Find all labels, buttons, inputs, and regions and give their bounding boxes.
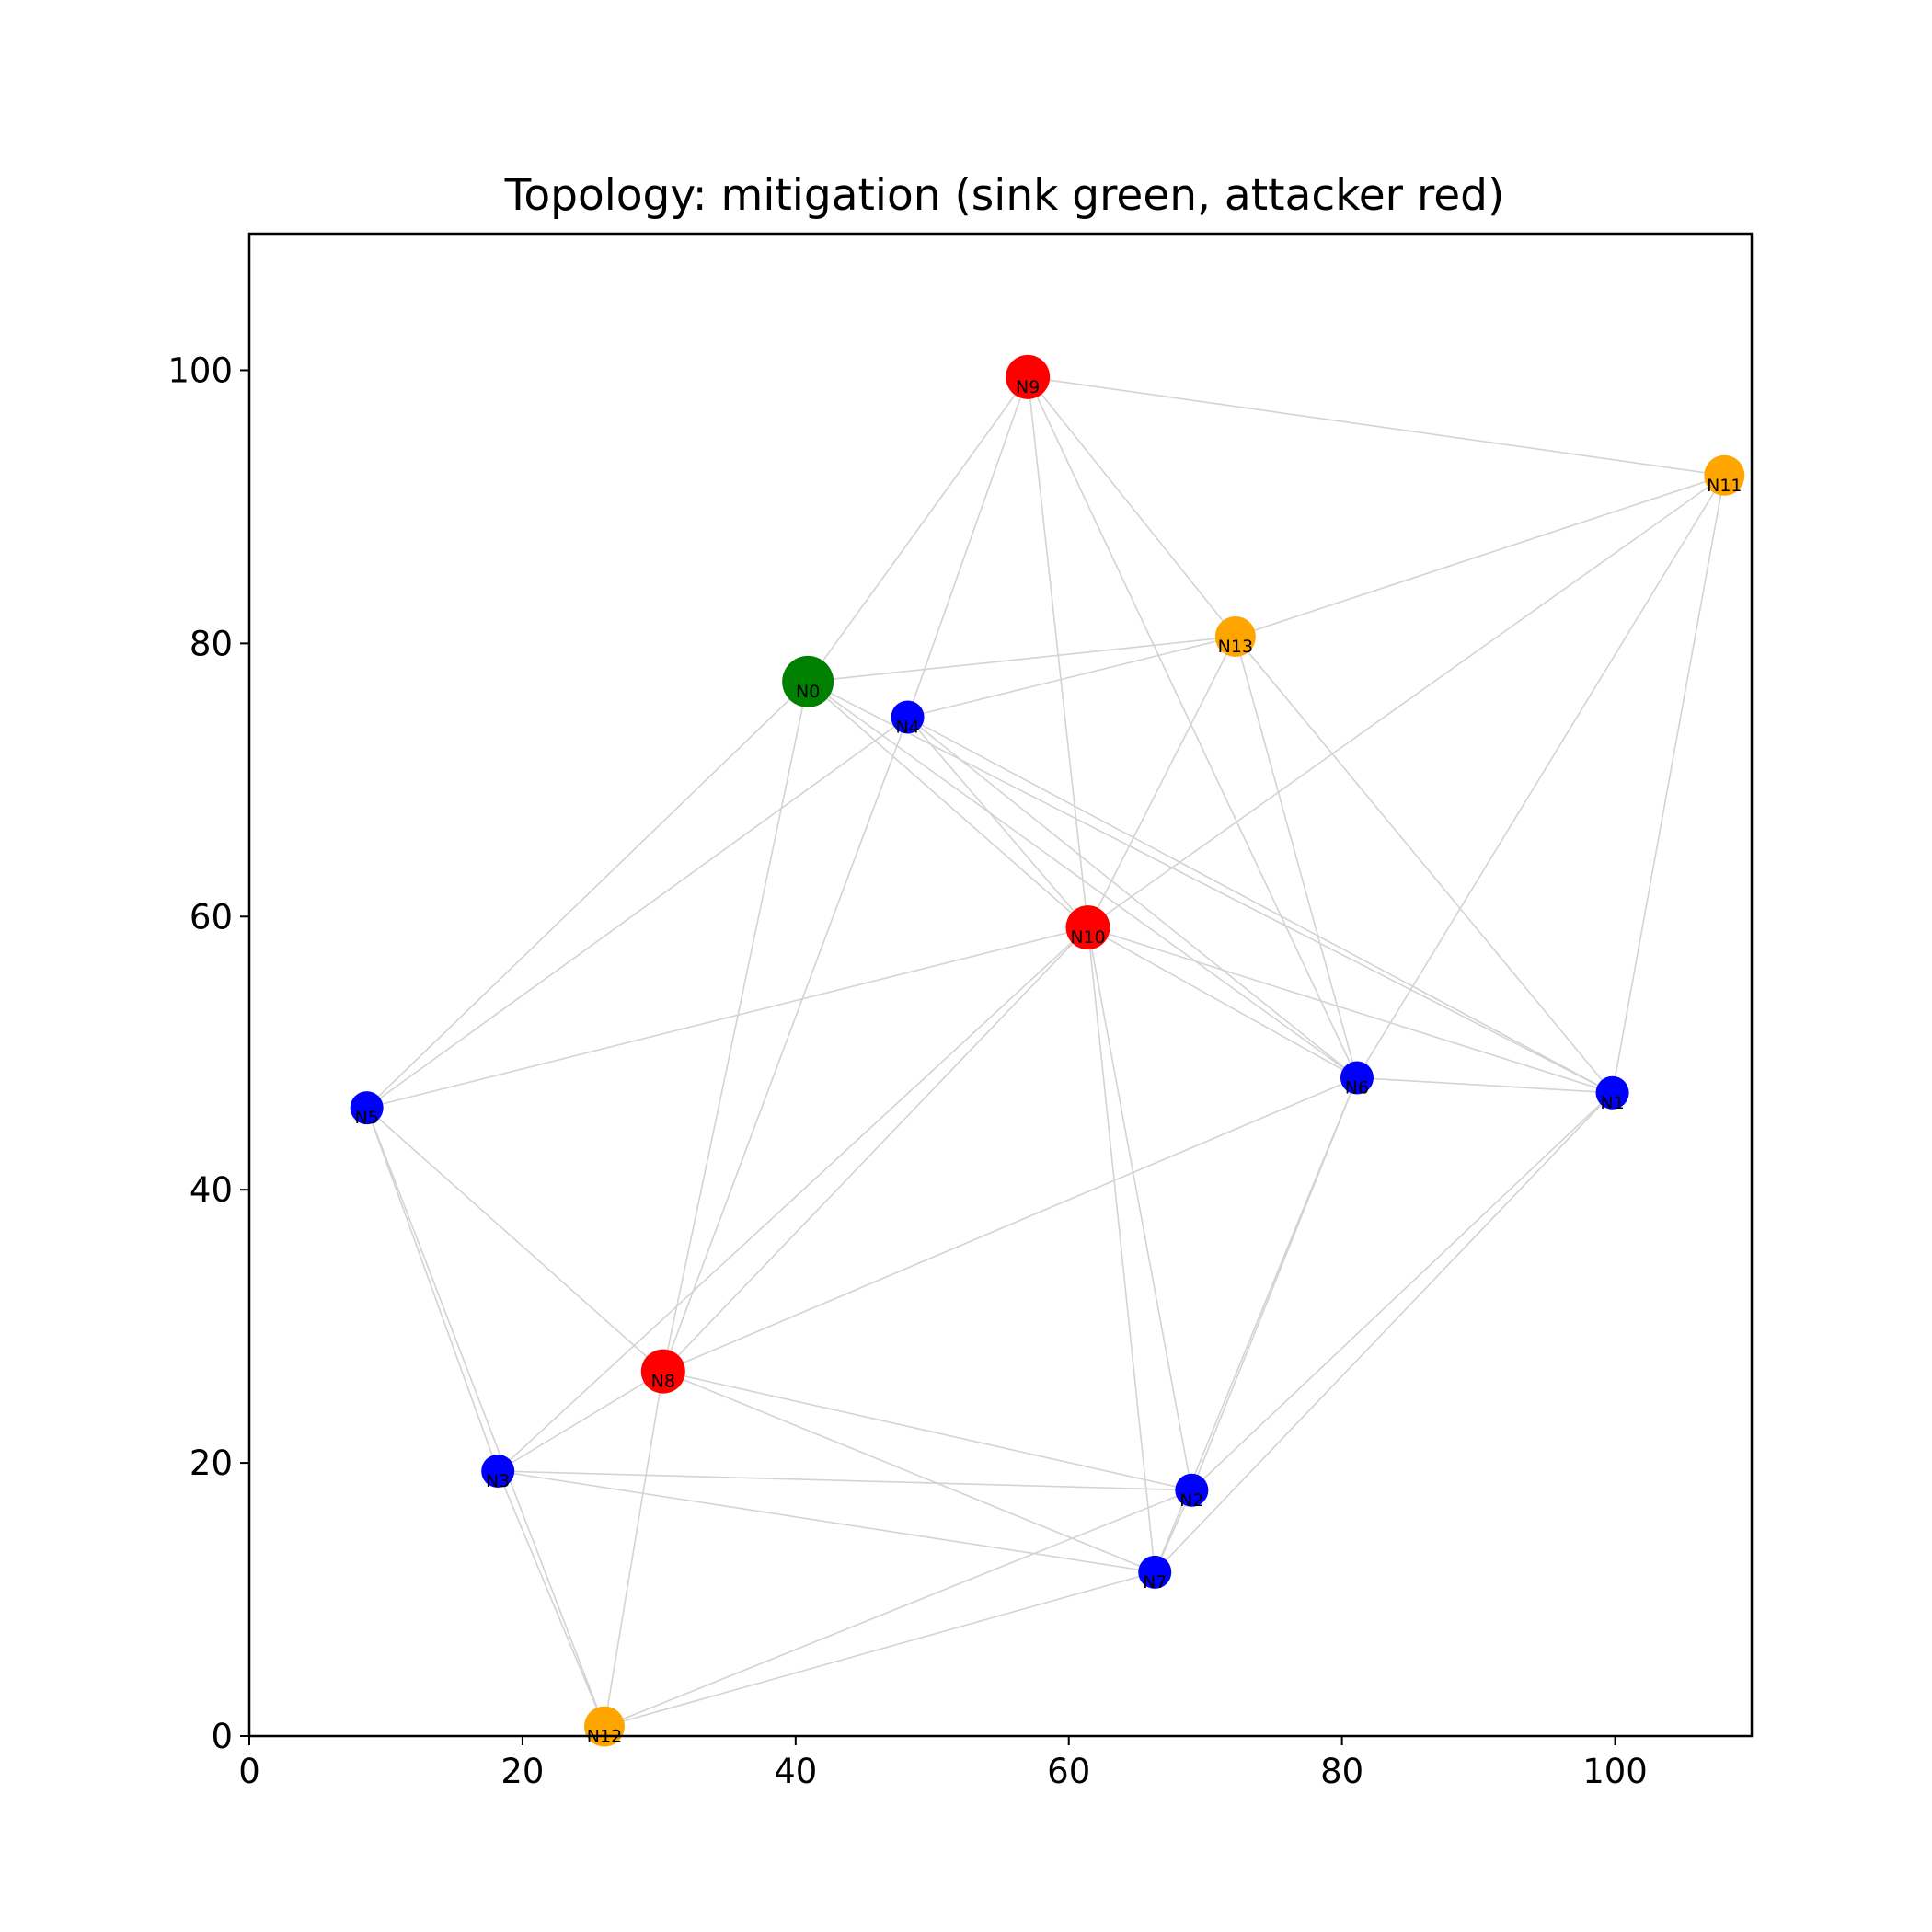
node-N13 bbox=[1214, 615, 1256, 657]
edge-N9-N10 bbox=[1027, 376, 1089, 928]
node-label-N5: N5 bbox=[355, 1108, 379, 1128]
edge-N4-N13 bbox=[907, 636, 1236, 719]
y-tick-label-100: 100 bbox=[167, 351, 233, 390]
node-N3 bbox=[481, 1454, 515, 1488]
edge-N10-N3 bbox=[497, 926, 1089, 1472]
node-label-N4: N4 bbox=[895, 718, 919, 738]
edge-N5-N8 bbox=[366, 1107, 664, 1373]
edge-N11-N10 bbox=[1087, 475, 1725, 928]
edge-N10-N1 bbox=[1087, 926, 1613, 1094]
edge-N6-N8 bbox=[662, 1076, 1358, 1373]
node-label-N7: N7 bbox=[1143, 1572, 1167, 1593]
edge-N4-N8 bbox=[662, 717, 909, 1372]
edge-N11-N6 bbox=[1356, 475, 1725, 1078]
edge-N4-N6 bbox=[907, 716, 1358, 1079]
edge-N10-N2 bbox=[1087, 927, 1193, 1490]
node-N1 bbox=[1595, 1075, 1629, 1110]
node-N10 bbox=[1065, 905, 1110, 950]
node-N2 bbox=[1175, 1473, 1209, 1507]
edge-N6-N1 bbox=[1356, 1076, 1613, 1094]
edge-N3-N7 bbox=[498, 1470, 1156, 1573]
edge-N8-N3 bbox=[497, 1370, 664, 1472]
y-tick-label-80: 80 bbox=[190, 624, 233, 663]
edge-N4-N5 bbox=[366, 716, 909, 1109]
edge-N9-N13 bbox=[1027, 376, 1236, 638]
edge-N9-N0 bbox=[807, 376, 1029, 683]
edge-N0-N13 bbox=[808, 636, 1236, 683]
y-tick-label-0: 0 bbox=[211, 1717, 233, 1756]
node-N7 bbox=[1138, 1555, 1172, 1589]
node-label-N0: N0 bbox=[796, 682, 820, 702]
edge-N11-N1 bbox=[1611, 475, 1726, 1093]
edge-N9-N6 bbox=[1027, 376, 1358, 1078]
edge-N5-N3 bbox=[365, 1107, 499, 1472]
y-tick-label-20: 20 bbox=[190, 1443, 233, 1483]
node-N5 bbox=[350, 1091, 384, 1125]
x-tick-label-80: 80 bbox=[1320, 1752, 1363, 1791]
x-tick-label-100: 100 bbox=[1582, 1752, 1648, 1791]
edge-N0-N1 bbox=[807, 681, 1613, 1094]
edge-N4-N10 bbox=[906, 717, 1089, 928]
node-label-N3: N3 bbox=[486, 1471, 510, 1491]
edge-N10-N6 bbox=[1087, 926, 1358, 1079]
node-N0 bbox=[782, 655, 834, 707]
y-tick-label-40: 40 bbox=[190, 1170, 233, 1210]
edge-N5-N12 bbox=[365, 1107, 605, 1727]
node-label-N2: N2 bbox=[1179, 1490, 1203, 1511]
node-label-N13: N13 bbox=[1218, 637, 1253, 657]
node-N4 bbox=[891, 700, 925, 734]
node-N6 bbox=[1340, 1061, 1374, 1095]
edge-N7-N12 bbox=[604, 1571, 1156, 1728]
plot-frame bbox=[247, 232, 1754, 1738]
edge-N0-N8 bbox=[662, 681, 809, 1372]
edge-N3-N12 bbox=[497, 1470, 605, 1727]
y-tick-label-60: 60 bbox=[190, 897, 233, 937]
edge-N10-N8 bbox=[662, 926, 1089, 1373]
edge-N0-N10 bbox=[807, 681, 1089, 928]
node-N8 bbox=[640, 1349, 685, 1394]
x-tick-label-40: 40 bbox=[774, 1752, 817, 1791]
node-label-N11: N11 bbox=[1707, 476, 1742, 496]
node-label-N9: N9 bbox=[1016, 377, 1040, 397]
edge-N1-N2 bbox=[1190, 1092, 1614, 1491]
edge-N4-N1 bbox=[907, 716, 1613, 1094]
edge-N11-N13 bbox=[1235, 475, 1725, 638]
y-axis: 0 20 40 60 80 100 bbox=[167, 351, 249, 1756]
edge-N8-N2 bbox=[662, 1370, 1192, 1491]
edge-N9-N4 bbox=[906, 376, 1029, 718]
node-N9 bbox=[1006, 354, 1051, 399]
node-label-N8: N8 bbox=[651, 1372, 675, 1392]
edge-N13-N6 bbox=[1235, 636, 1358, 1078]
edge-N1-N7 bbox=[1154, 1092, 1614, 1573]
node-label-N1: N1 bbox=[1600, 1093, 1624, 1113]
edge-N13-N10 bbox=[1087, 636, 1236, 928]
edge-N9-N11 bbox=[1028, 376, 1725, 477]
x-axis: 0 20 40 60 80 100 bbox=[238, 1736, 1648, 1791]
edge-N0-N5 bbox=[366, 681, 809, 1109]
node-N11 bbox=[1704, 454, 1745, 496]
x-tick-label-0: 0 bbox=[238, 1752, 260, 1791]
edge-N3-N2 bbox=[498, 1470, 1192, 1491]
edge-N13-N1 bbox=[1235, 636, 1614, 1094]
chart-title: Topology: mitigation (sink green, attack… bbox=[504, 170, 1505, 221]
x-tick-label-60: 60 bbox=[1047, 1752, 1090, 1791]
edge-N2-N12 bbox=[604, 1489, 1192, 1728]
node-label-N10: N10 bbox=[1070, 927, 1105, 948]
edges-layer bbox=[365, 376, 1726, 1728]
x-tick-label-20: 20 bbox=[500, 1752, 544, 1791]
edge-N10-N5 bbox=[366, 926, 1088, 1109]
edge-N0-N6 bbox=[807, 681, 1358, 1079]
node-label-N6: N6 bbox=[1345, 1077, 1369, 1098]
edge-N8-N12 bbox=[604, 1371, 664, 1727]
edge-N10-N7 bbox=[1087, 927, 1156, 1572]
